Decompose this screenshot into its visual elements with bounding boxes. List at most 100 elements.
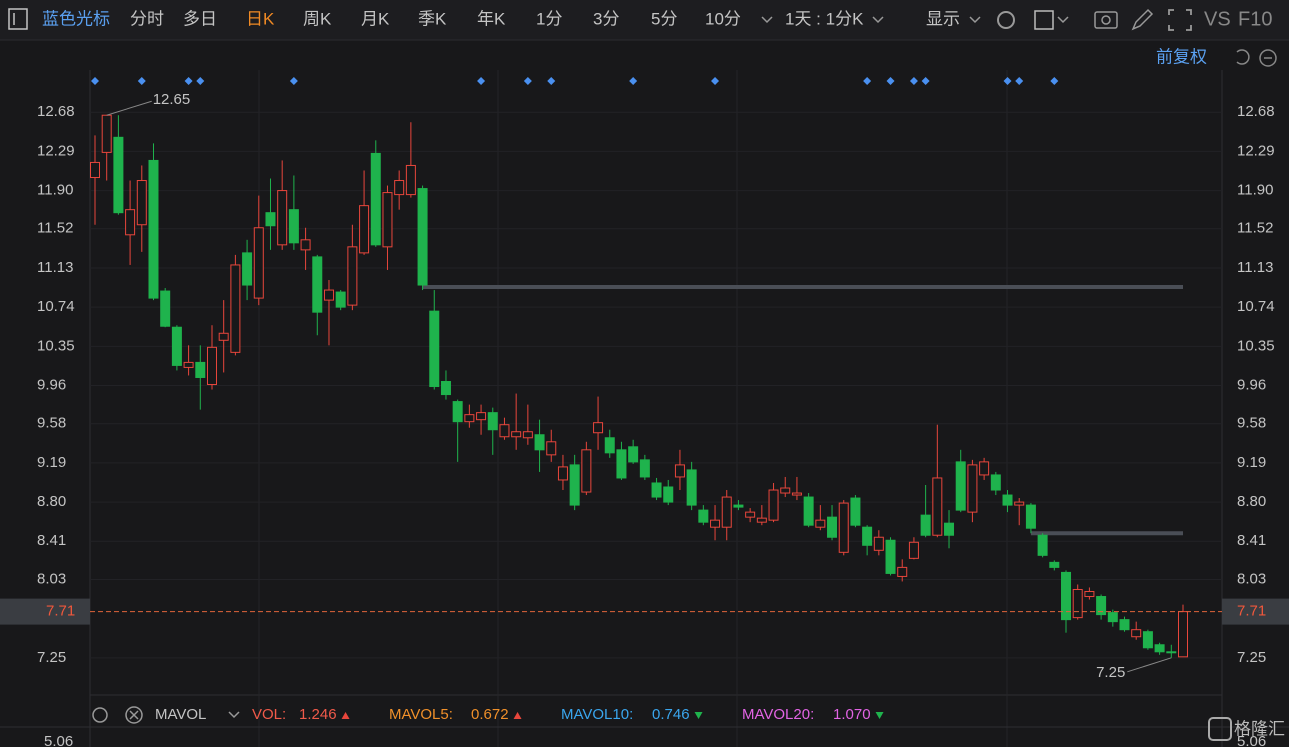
candle-body	[1107, 612, 1118, 623]
sidebar-toggle[interactable]	[8, 8, 28, 30]
candle-body	[639, 459, 650, 478]
candle-body	[698, 509, 709, 523]
candle-body	[1072, 588, 1083, 619]
candle-body	[908, 541, 919, 559]
indicator-close[interactable]	[125, 706, 143, 724]
indicator-name[interactable]: MAVOL	[155, 706, 206, 723]
candle-body	[429, 310, 440, 388]
candle-body	[932, 477, 943, 536]
indicator-settings[interactable]	[92, 707, 108, 723]
candle-body	[206, 346, 217, 386]
fullscreen-icon[interactable]	[1168, 9, 1192, 31]
last-price-box	[0, 598, 90, 625]
period-tab[interactable]: 月K	[361, 9, 390, 28]
period-select[interactable]: 1天 : 1分K	[785, 9, 864, 28]
y-tick-label: 11.90	[1237, 182, 1273, 199]
event-marker	[711, 77, 720, 85]
y-tick-label: 11.90	[37, 182, 73, 199]
candle-body	[616, 449, 627, 479]
candle-body	[955, 461, 966, 511]
candle-body	[803, 496, 814, 526]
candle-body	[394, 180, 405, 196]
period-tab[interactable]: 1分	[536, 9, 562, 28]
period-tab[interactable]: 分时	[130, 9, 164, 28]
candle-body	[979, 461, 990, 476]
reset-icon[interactable]	[1236, 49, 1250, 65]
y-tick-label: 12.68	[37, 103, 75, 120]
period-tab[interactable]: 3分	[593, 9, 619, 28]
event-marker	[523, 77, 532, 85]
y-tick-label: 11.13	[37, 259, 73, 276]
adjust-select[interactable]: 前复权	[1156, 47, 1207, 66]
volume-axis-label: 5.06	[1237, 733, 1266, 747]
camera-lens	[1101, 15, 1111, 25]
last-price-box	[1222, 598, 1289, 625]
candle-body	[1178, 611, 1188, 658]
candle-body	[277, 190, 288, 246]
y-tick-label: 10.35	[37, 337, 75, 354]
candle-body	[885, 539, 896, 574]
y-tick-label: 10.35	[1237, 337, 1275, 354]
candle-body	[745, 511, 756, 518]
display-menu[interactable]: 显示	[926, 9, 960, 28]
f10-button[interactable]: F10	[1238, 8, 1272, 30]
y-tick-label: 9.96	[37, 376, 66, 393]
candle-body	[195, 361, 206, 378]
candle-body	[511, 431, 522, 438]
period-tab[interactable]: 多日	[183, 9, 217, 28]
event-marker	[909, 77, 918, 85]
y-tick-label: 12.29	[1237, 142, 1275, 159]
dropdown-arrow[interactable]	[872, 16, 884, 24]
y-tick-label: 8.80	[1237, 493, 1266, 510]
candle-body	[1096, 596, 1107, 616]
candle-body	[1166, 651, 1177, 654]
dropdown-arrow[interactable]	[1057, 16, 1069, 24]
dropdown-arrow[interactable]	[969, 16, 981, 24]
candle-body	[113, 136, 124, 214]
camera-icon[interactable]	[1094, 11, 1118, 29]
max-pointer	[106, 100, 152, 116]
volume-axis-label: 5.06	[44, 733, 73, 747]
candle-body	[546, 441, 557, 456]
y-tick-label: 9.58	[1237, 415, 1266, 432]
candle-body	[300, 239, 311, 251]
vs-button[interactable]: VS	[1204, 8, 1231, 30]
trend-arrow	[694, 712, 703, 719]
candle-body	[440, 380, 451, 396]
period-tab[interactable]: 5分	[651, 9, 677, 28]
dropdown-arrow[interactable]	[228, 711, 240, 719]
y-tick-label: 9.58	[37, 415, 66, 432]
watermark-logo	[1208, 717, 1232, 741]
candle-body	[862, 526, 873, 546]
candle-body	[382, 192, 393, 248]
stock-name[interactable]: 蓝色光标	[42, 9, 110, 28]
y-tick-label: 11.52	[1237, 220, 1273, 237]
candle-body	[1061, 571, 1072, 621]
candle-body	[557, 466, 568, 481]
period-tab[interactable]: 季K	[418, 9, 447, 28]
zoom-out-icon[interactable]	[1259, 49, 1277, 67]
period-tab[interactable]: 日K	[246, 9, 275, 28]
indicator-close-x	[129, 710, 139, 720]
candle-body	[101, 114, 112, 153]
candle-body	[1131, 629, 1142, 638]
candle-body	[405, 164, 416, 196]
period-tab[interactable]: 周K	[303, 9, 332, 28]
draw-icon[interactable]	[1131, 8, 1154, 31]
settings-icon[interactable]	[997, 11, 1015, 29]
trend-arrow	[513, 712, 522, 719]
trend-arrow	[875, 712, 884, 719]
last-price-label: 7.71	[1237, 603, 1266, 620]
candle-body	[335, 291, 346, 308]
min-label: 7.25	[1096, 664, 1125, 681]
dropdown-arrow[interactable]	[761, 16, 773, 24]
checkbox-icon[interactable]	[1034, 10, 1054, 30]
period-tab[interactable]: 10分	[705, 9, 741, 28]
candle-body	[347, 246, 358, 306]
candle-body	[171, 326, 182, 366]
y-tick-label: 11.52	[37, 220, 73, 237]
candle-body	[90, 161, 100, 179]
period-tab[interactable]: 年K	[477, 9, 506, 28]
event-marker	[886, 77, 895, 85]
